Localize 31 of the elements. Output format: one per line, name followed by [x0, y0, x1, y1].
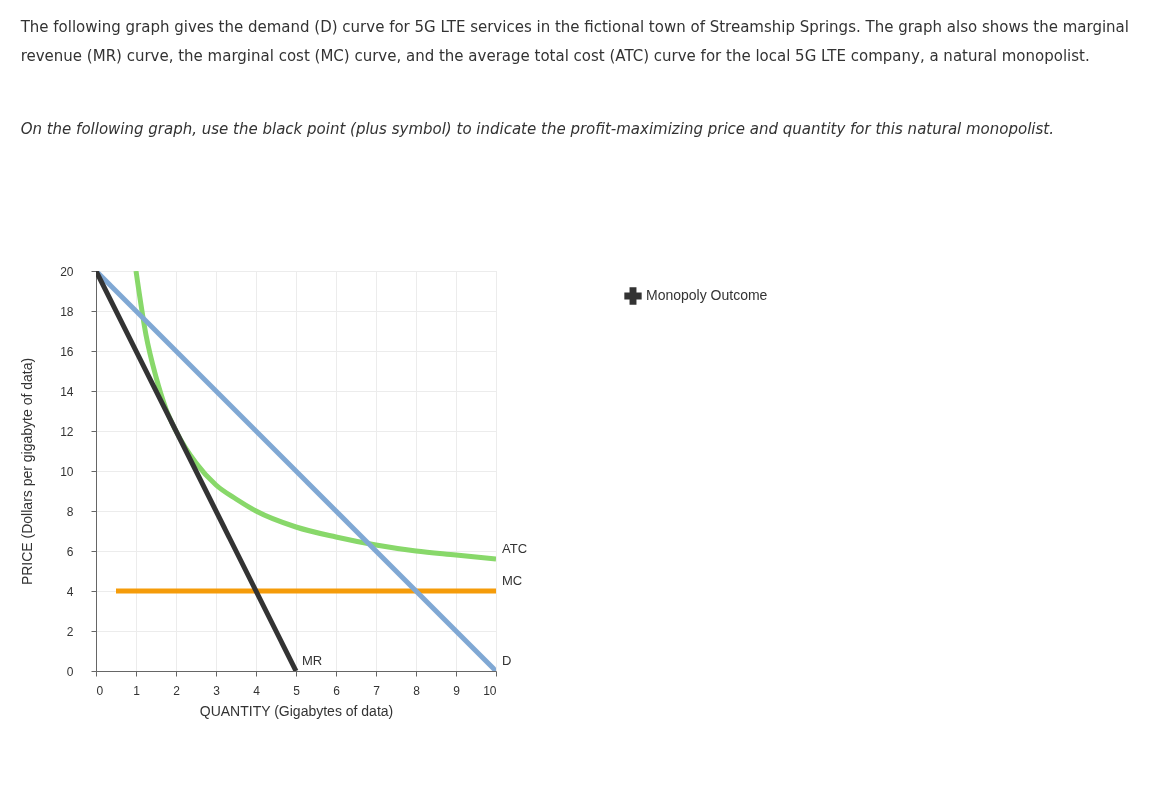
- legend-label: Monopoly Outcome: [646, 287, 768, 303]
- y-tick-label: 2: [66, 624, 74, 639]
- text: On the following graph, use the black point (plus symbol) to indicate the profit-maximizing price and quantity for this natural monopolist.: [20, 120, 1054, 138]
- y-tick-label: 8: [66, 504, 74, 519]
- x-tick-label: 5: [293, 683, 301, 698]
- y-axis-title: PRICE (Dollars per gigabyte of data): [19, 357, 36, 586]
- series-label: D: [502, 653, 512, 668]
- x-tick-label: 6: [333, 683, 341, 698]
- y-tick-label: 16: [60, 344, 74, 359]
- series-label: MC: [502, 573, 523, 588]
- x-tick-label: 8: [413, 683, 421, 698]
- x-tick-label: 1: [133, 683, 141, 698]
- y-tick-label: 10: [60, 464, 74, 479]
- x-axis-title: QUANTITY (Gigabytes of data): [199, 702, 394, 719]
- series-label: MR: [302, 653, 323, 668]
- x-tick-label: 7: [373, 683, 381, 698]
- y-tick-label: 12: [60, 424, 74, 439]
- x-tick-label: 3: [213, 683, 221, 698]
- y-tick-label: 20: [60, 264, 74, 279]
- x-tick-label: 9: [453, 683, 461, 698]
- x-tick-label: 10: [483, 683, 497, 698]
- y-tick-label: 6: [66, 544, 74, 559]
- series-label: ATC: [502, 541, 528, 556]
- text: The following graph gives the demand (D) curve for 5G LTE services in the fictional town of Streamship Springs. The graph also shows the marginal revenue (MR) curve, the marginal cost (MC) curve, and the average total cost (ATC) curve for the local 5G LTE company, a natural monopolist.: [19, 18, 1129, 65]
- y-tick-label: 4: [66, 584, 74, 599]
- y-tick-label: 18: [60, 304, 74, 319]
- x-tick-label: 4: [253, 683, 261, 698]
- x-tick-label: 0: [96, 683, 104, 698]
- y-tick-label: 0: [66, 664, 74, 679]
- x-tick-label: 2: [173, 683, 181, 698]
- y-tick-label: 14: [60, 384, 74, 399]
